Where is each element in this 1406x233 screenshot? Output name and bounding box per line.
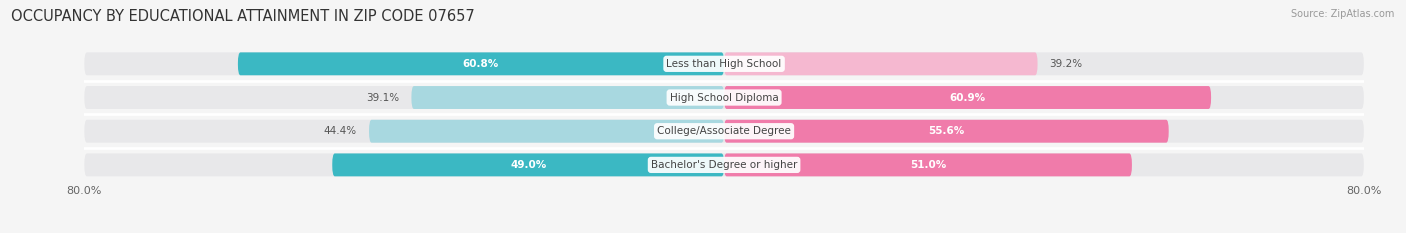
Text: 39.1%: 39.1% xyxy=(367,93,399,103)
FancyBboxPatch shape xyxy=(724,120,1168,143)
Text: Source: ZipAtlas.com: Source: ZipAtlas.com xyxy=(1291,9,1395,19)
Text: 51.0%: 51.0% xyxy=(910,160,946,170)
Text: 60.8%: 60.8% xyxy=(463,59,499,69)
FancyBboxPatch shape xyxy=(84,120,1364,143)
FancyBboxPatch shape xyxy=(84,86,1364,109)
Text: Bachelor's Degree or higher: Bachelor's Degree or higher xyxy=(651,160,797,170)
Text: College/Associate Degree: College/Associate Degree xyxy=(657,126,792,136)
Text: OCCUPANCY BY EDUCATIONAL ATTAINMENT IN ZIP CODE 07657: OCCUPANCY BY EDUCATIONAL ATTAINMENT IN Z… xyxy=(11,9,475,24)
FancyBboxPatch shape xyxy=(238,52,724,75)
Text: 44.4%: 44.4% xyxy=(323,126,357,136)
FancyBboxPatch shape xyxy=(84,52,1364,75)
Text: Less than High School: Less than High School xyxy=(666,59,782,69)
FancyBboxPatch shape xyxy=(724,52,1038,75)
Text: 49.0%: 49.0% xyxy=(510,160,547,170)
FancyBboxPatch shape xyxy=(332,154,724,176)
FancyBboxPatch shape xyxy=(724,86,1211,109)
Text: High School Diploma: High School Diploma xyxy=(669,93,779,103)
FancyBboxPatch shape xyxy=(412,86,724,109)
Text: 60.9%: 60.9% xyxy=(949,93,986,103)
Text: 39.2%: 39.2% xyxy=(1049,59,1083,69)
FancyBboxPatch shape xyxy=(84,154,1364,176)
Text: 55.6%: 55.6% xyxy=(928,126,965,136)
FancyBboxPatch shape xyxy=(724,154,1132,176)
FancyBboxPatch shape xyxy=(368,120,724,143)
